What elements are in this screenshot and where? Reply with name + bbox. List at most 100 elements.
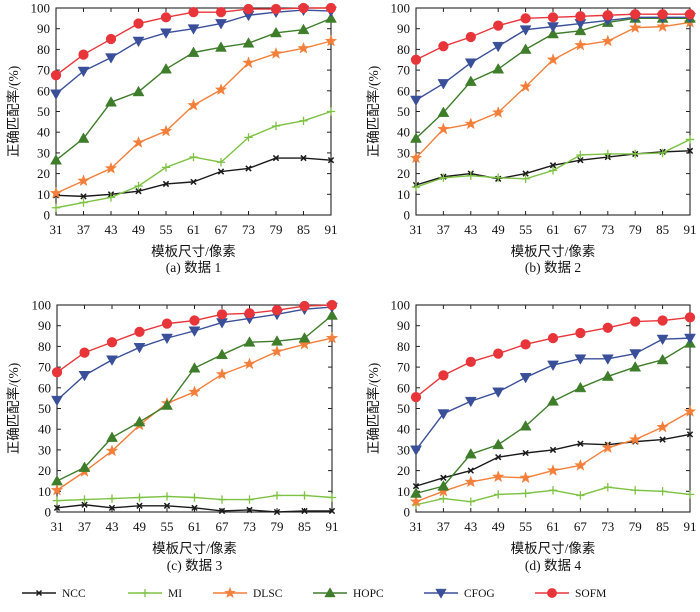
data-point-sofm	[270, 3, 282, 15]
y-tick-label: 40	[397, 125, 410, 140]
x-tick-label: 91	[326, 519, 339, 534]
data-point-mi	[190, 493, 199, 502]
data-point-sofm	[438, 41, 449, 52]
x-tick-label: 91	[684, 222, 697, 237]
data-point-mi	[576, 491, 585, 500]
legend-label: SOFM	[575, 588, 606, 600]
data-point-cfog	[78, 371, 91, 382]
data-point-ncc	[81, 501, 88, 508]
data-point-dlsc	[464, 475, 478, 488]
data-point-ncc	[135, 188, 142, 195]
data-point-mi	[521, 174, 530, 183]
data-point-sofm	[79, 347, 90, 358]
series-mi	[52, 491, 337, 505]
data-point-ncc	[300, 154, 307, 162]
data-point-ncc	[467, 467, 474, 474]
series-dlsc	[409, 405, 697, 507]
data-point-mi	[658, 487, 667, 496]
data-point-mi	[685, 490, 695, 499]
data-point-ncc	[522, 449, 529, 457]
data-point-ncc	[136, 502, 143, 509]
x-tick-label: 61	[547, 222, 560, 237]
x-tick-label: 73	[601, 222, 614, 237]
data-point-sofm	[51, 367, 63, 378]
data-point-ncc	[549, 446, 557, 454]
data-point-sofm	[216, 309, 228, 320]
series-hopc	[410, 337, 696, 498]
data-point-mi	[631, 486, 640, 495]
y-tick-label: 60	[397, 380, 410, 395]
data-point-dlsc	[324, 34, 338, 47]
data-point-mi	[272, 491, 282, 500]
panel-caption: (a) 数据 1	[166, 260, 221, 275]
x-tick-label: 31	[410, 222, 423, 237]
data-point-dlsc	[519, 80, 532, 92]
data-point-hopc	[464, 75, 477, 86]
data-point-cfog	[574, 354, 587, 365]
data-point-ncc	[549, 162, 557, 169]
y-tick-label: 10	[38, 484, 51, 499]
data-point-cfog	[410, 95, 422, 107]
x-tick-label: 79	[270, 222, 283, 237]
series-sofm	[410, 9, 696, 65]
data-point-cfog	[437, 79, 450, 90]
x-tick-label: 49	[132, 222, 145, 237]
y-tick-label: 90	[37, 21, 50, 36]
y-tick-label: 30	[397, 442, 410, 457]
data-point-sofm	[630, 9, 641, 20]
data-point-dlsc	[104, 161, 118, 174]
data-point-dlsc	[546, 53, 560, 66]
data-point-hopc	[133, 415, 146, 427]
data-point-sofm	[410, 54, 422, 65]
data-point-mi	[466, 171, 475, 180]
x-tick-label: 31	[51, 519, 64, 534]
chart-panel-c: 0 10 20 30 40 50 60 70 80 90 100 31 37 43 49 55 61 67 73 79…	[5, 298, 339, 574]
data-point-ncc	[495, 453, 502, 461]
x-tick-label: 31	[50, 222, 63, 237]
data-point-hopc	[492, 438, 505, 450]
data-point-dlsc	[243, 357, 256, 370]
data-point-dlsc	[269, 47, 283, 59]
data-point-sofm	[106, 337, 118, 348]
data-point-hopc	[243, 336, 256, 347]
data-point-hopc	[519, 420, 532, 431]
data-point-hopc	[187, 46, 200, 57]
x-tick-label: 55	[519, 222, 532, 237]
x-tick-label: 43	[464, 519, 477, 534]
data-point-ncc	[412, 482, 420, 490]
series-line-hopc	[56, 314, 333, 482]
plot-frame	[415, 7, 691, 216]
data-point-ncc	[273, 508, 281, 516]
x-tick-label: 37	[437, 519, 451, 534]
x-tick-label: 85	[298, 519, 311, 534]
data-point-cfog	[132, 36, 145, 48]
data-point-hopc	[298, 332, 311, 343]
data-point-mi	[217, 495, 227, 504]
y-tick-label: 60	[38, 380, 51, 395]
series-cfog	[410, 333, 696, 456]
data-point-mi	[216, 158, 226, 167]
data-point-ncc	[217, 168, 225, 175]
data-point-cfog	[187, 24, 200, 35]
data-point-cfog	[161, 333, 173, 345]
data-point-dlsc	[656, 420, 669, 433]
series-line-ncc	[55, 157, 332, 198]
x-tick-label: 67	[216, 519, 230, 534]
x-tick-label: 85	[297, 222, 310, 237]
data-point-cfog	[50, 89, 62, 100]
y-tick-label: 70	[37, 63, 50, 78]
data-point-mi	[603, 482, 612, 492]
data-point-dlsc	[105, 444, 119, 457]
data-point-sofm	[575, 11, 586, 22]
x-tick-label: 85	[656, 222, 669, 237]
data-point-hopc	[464, 448, 477, 459]
data-point-mi	[521, 489, 530, 498]
data-point-ncc	[162, 180, 170, 188]
data-point-cfog	[77, 66, 90, 78]
data-point-sofm	[244, 308, 255, 319]
data-point-dlsc	[491, 105, 505, 118]
data-point-mi	[327, 493, 337, 502]
y-tick-label: 90	[397, 318, 410, 333]
chart-panel-d: 0 10 20 30 40 50 60 70 80 90 100 31 37 43 49 55 61 67 73 79…	[365, 298, 697, 574]
data-point-hopc	[106, 431, 118, 442]
